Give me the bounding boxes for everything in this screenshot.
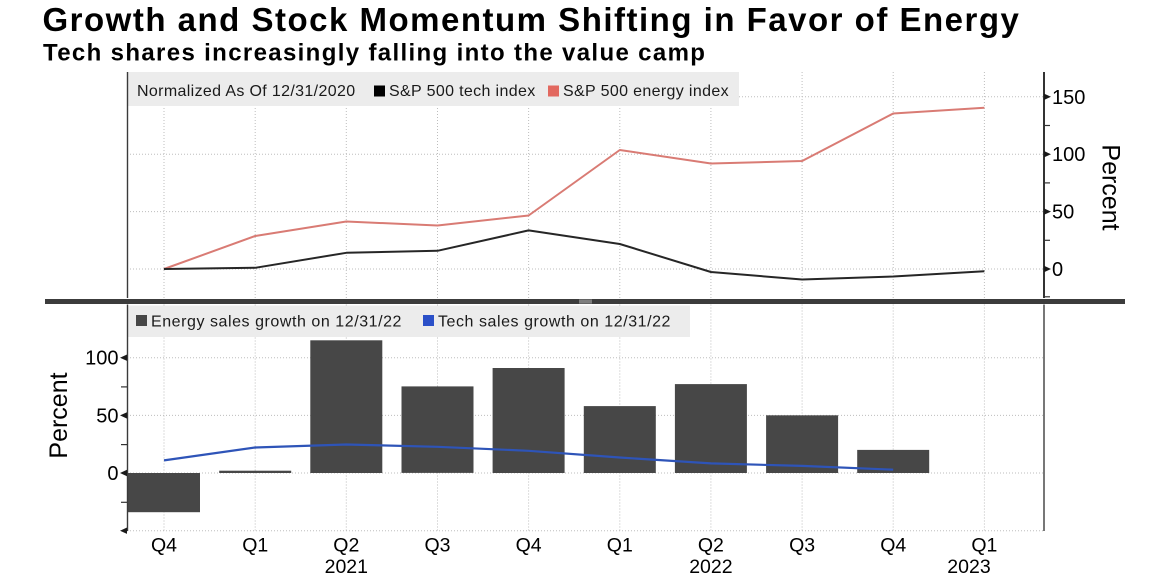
svg-text:150: 150 <box>1052 87 1085 109</box>
svg-text:Percent: Percent <box>45 372 73 458</box>
svg-text:100: 100 <box>85 348 118 370</box>
svg-text:50: 50 <box>96 405 118 427</box>
svg-text:Q3: Q3 <box>424 535 450 557</box>
svg-text:Q2: Q2 <box>333 535 359 557</box>
svg-text:0: 0 <box>107 463 118 485</box>
svg-text:Tech sales growth on 12/31/22: Tech sales growth on 12/31/22 <box>438 314 671 331</box>
svg-text:Energy sales growth on 12/31/2: Energy sales growth on 12/31/22 <box>151 314 402 331</box>
svg-text:Q3: Q3 <box>789 535 815 557</box>
svg-text:Normalized As Of 12/31/2020: Normalized As Of 12/31/2020 <box>137 83 355 100</box>
svg-text:2022: 2022 <box>689 556 732 574</box>
svg-text:50: 50 <box>1052 202 1074 224</box>
svg-text:Q4: Q4 <box>516 535 542 557</box>
svg-text:Q4: Q4 <box>880 535 906 557</box>
svg-text:0: 0 <box>1052 259 1063 281</box>
svg-text:Q2: Q2 <box>698 535 724 557</box>
svg-text:S&P 500 tech index: S&P 500 tech index <box>389 83 536 100</box>
svg-text:2021: 2021 <box>325 556 368 574</box>
svg-text:Growth and Stock Momentum Shif: Growth and Stock Momentum Shifting in Fa… <box>43 1 1021 38</box>
svg-text:Tech shares increasingly falli: Tech shares increasingly falling into th… <box>43 40 706 67</box>
svg-text:Q4: Q4 <box>151 535 177 557</box>
svg-text:Percent: Percent <box>1097 144 1125 230</box>
svg-text:100: 100 <box>1052 144 1085 166</box>
svg-text:Q1: Q1 <box>242 535 268 557</box>
svg-text:Q1: Q1 <box>971 535 997 557</box>
svg-text:S&P 500 energy index: S&P 500 energy index <box>563 83 729 100</box>
svg-text:2023: 2023 <box>947 556 990 574</box>
svg-text:Q1: Q1 <box>607 535 633 557</box>
